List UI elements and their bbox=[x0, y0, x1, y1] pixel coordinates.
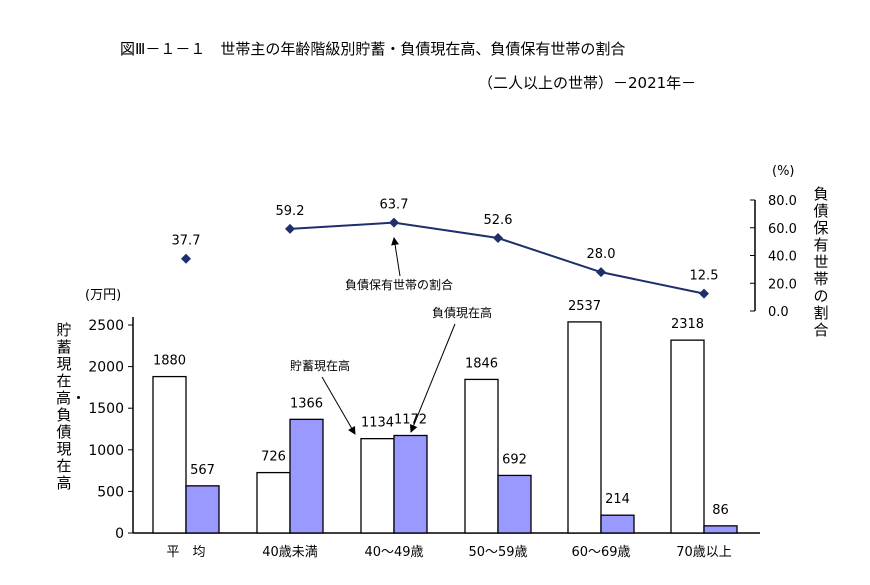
bar-savings bbox=[670, 339, 705, 534]
left-axis-tick-label: 500 bbox=[97, 484, 124, 500]
ratio-label: 63.7 bbox=[380, 198, 409, 213]
left-axis-tick-label: 2000 bbox=[88, 360, 124, 376]
ratio-marker bbox=[285, 223, 295, 234]
ratio-label: 12.5 bbox=[690, 269, 719, 284]
bar-debt-label: 1366 bbox=[290, 396, 323, 411]
right-axis-tick-label: 80.0 bbox=[768, 194, 797, 209]
bar-debt bbox=[600, 514, 635, 534]
bar-debt bbox=[497, 474, 532, 534]
ratio-label: 28.0 bbox=[587, 247, 616, 262]
right-axis-tick-label: 60.0 bbox=[768, 222, 797, 237]
bar-savings bbox=[256, 471, 291, 534]
bar-savings bbox=[360, 438, 395, 534]
chart-title-line2: （二人以上の世帯）－2021年－ bbox=[478, 74, 697, 92]
category-label: 平 均 bbox=[166, 545, 205, 560]
category-label: 60～69歳 bbox=[571, 545, 630, 560]
category-label: 50～59歳 bbox=[468, 545, 527, 560]
right-axis-unit: (%) bbox=[772, 164, 795, 179]
bar-savings bbox=[567, 321, 602, 534]
left-axis-tick-label: 0 bbox=[115, 526, 124, 542]
right-axis-tick-label: 0.0 bbox=[768, 305, 789, 320]
left-axis-tick-label: 2500 bbox=[88, 318, 124, 334]
left-axis-label: 貯蓄現在高・負債現在高 bbox=[56, 321, 87, 492]
bar-savings-label: 1846 bbox=[465, 356, 498, 371]
bar-debt bbox=[703, 525, 738, 534]
chart-title-line1: 図Ⅲ－１－１ 世帯主の年齢階級別貯蓄・負債現在高、負債保有世帯の割合 bbox=[120, 40, 626, 58]
left-axis-tick-label: 1500 bbox=[88, 401, 124, 417]
bar-savings-label: 726 bbox=[261, 450, 286, 465]
ratio-label: 59.2 bbox=[276, 204, 305, 219]
right-axis-tick-label: 40.0 bbox=[768, 250, 797, 265]
bar-savings-label: 1880 bbox=[153, 354, 186, 369]
bar-debt-label: 214 bbox=[605, 492, 630, 507]
category-label: 40歳未満 bbox=[262, 545, 318, 560]
ratio-marker bbox=[181, 253, 191, 264]
bar-debt-label: 1172 bbox=[394, 412, 427, 427]
ratio-marker bbox=[699, 288, 709, 299]
bar-debt bbox=[289, 418, 324, 534]
bar-savings-label: 2318 bbox=[671, 317, 704, 332]
annotation-ratio-arrow bbox=[391, 237, 401, 277]
ratio-marker bbox=[493, 233, 503, 244]
category-label: 70歳以上 bbox=[676, 545, 732, 560]
bar-debt bbox=[185, 485, 220, 534]
annotation-debt-arrow bbox=[409, 323, 456, 433]
annotation-debt: 負債現在高 bbox=[432, 305, 492, 320]
bar-savings bbox=[152, 375, 187, 534]
ratio-marker bbox=[596, 267, 606, 278]
bar-debt-label: 567 bbox=[190, 463, 215, 478]
annotation-savings: 貯蓄現在高 bbox=[290, 358, 350, 373]
bar-savings-label: 2537 bbox=[568, 299, 601, 314]
annotation-savings-arrow bbox=[321, 376, 356, 435]
bar-debt bbox=[393, 434, 428, 534]
bar-savings bbox=[464, 378, 499, 534]
ratio-label: 37.7 bbox=[172, 234, 201, 249]
bar-debt-label: 692 bbox=[502, 452, 527, 467]
left-axis-tick-label: 1000 bbox=[88, 443, 124, 459]
annotation-ratio: 負債保有世帯の割合 bbox=[345, 277, 453, 292]
right-axis-label: 負債保有世帯の割合 bbox=[813, 185, 829, 339]
right-axis-tick-label: 20.0 bbox=[768, 277, 797, 292]
ratio-marker bbox=[389, 217, 399, 228]
ratio-label: 52.6 bbox=[484, 213, 513, 228]
bar-debt-label: 86 bbox=[712, 503, 729, 518]
bar-savings-label: 1134 bbox=[361, 416, 394, 431]
category-label: 40～49歳 bbox=[364, 545, 423, 560]
left-axis-unit: (万円) bbox=[85, 288, 121, 303]
